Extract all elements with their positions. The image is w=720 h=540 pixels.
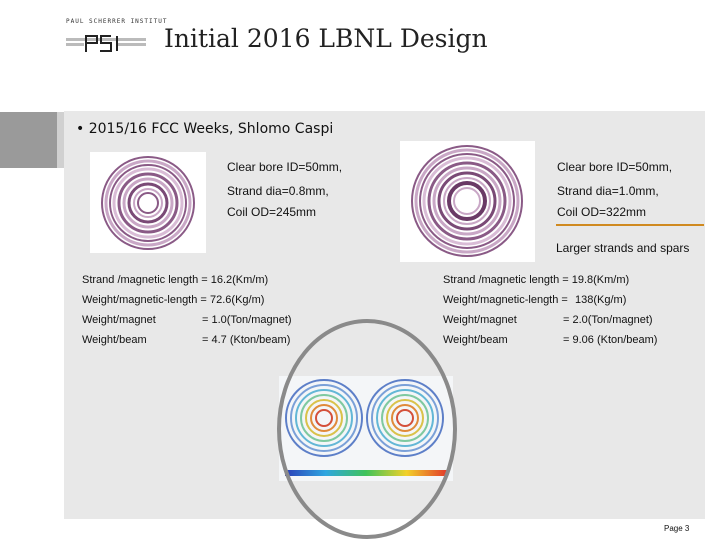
right-strand-length: Strand /magnetic length = 19.8(Km/m) [443, 274, 630, 286]
psi-logo: PAUL SCHERRER INSTITUT [66, 18, 166, 52]
field-simulation-image [279, 376, 453, 481]
left-weight-beam-value: = 4.7 (Kton/beam) [202, 334, 291, 346]
highlight-circle [277, 319, 457, 539]
bullet-text: • 2015/16 FCC Weeks, Shlomo Caspi [76, 121, 334, 137]
left-weight-length-label: Weight/magnetic-length = [82, 294, 207, 306]
logo-mark [66, 35, 146, 52]
left-coil-image [90, 152, 206, 253]
logo-text: PAUL SCHERRER INSTITUT [66, 18, 168, 25]
right-strand: Strand dia=1.0mm, [557, 184, 659, 198]
right-coil-od: Coil OD=322mm [557, 205, 647, 219]
left-coil-rings [101, 156, 195, 250]
left-strand: Strand dia=0.8mm, [227, 184, 329, 198]
right-weight-magnet-label: Weight/magnet [443, 314, 517, 326]
right-weight-beam-value: = 9.06 (Kton/beam) [563, 334, 658, 346]
right-weight-beam-label: Weight/beam [443, 334, 508, 346]
highlight-arrow [556, 224, 704, 226]
right-weight-length-value: 138(Kg/m) [575, 294, 627, 306]
side-accent-block [0, 112, 57, 168]
right-bore: Clear bore ID=50mm, [557, 160, 673, 174]
left-strand-length: Strand /magnetic length = 16.2(Km/m) [82, 274, 269, 286]
right-weight-length-label: Weight/magnetic-length = [443, 294, 568, 306]
left-bore: Clear bore ID=50mm, [227, 160, 343, 174]
left-weight-magnet-label: Weight/magnet [82, 314, 156, 326]
field-simulation-plot [285, 379, 447, 476]
right-weight-magnet-value: = 2.0(Ton/magnet) [563, 314, 653, 326]
side-accent-line [57, 112, 64, 168]
left-weight-beam-label: Weight/beam [82, 334, 147, 346]
slide-title: Initial 2016 LBNL Design [164, 24, 488, 53]
page-number: Page 3 [664, 524, 690, 533]
left-weight-magnet-value: = 1.0(Ton/magnet) [202, 314, 292, 326]
left-coil-od: Coil OD=245mm [227, 205, 317, 219]
right-note: Larger strands and spars [556, 241, 690, 255]
left-weight-length-value: 72.6(Kg/m) [210, 294, 265, 306]
right-coil-image [400, 141, 535, 262]
right-coil-rings [411, 145, 523, 257]
